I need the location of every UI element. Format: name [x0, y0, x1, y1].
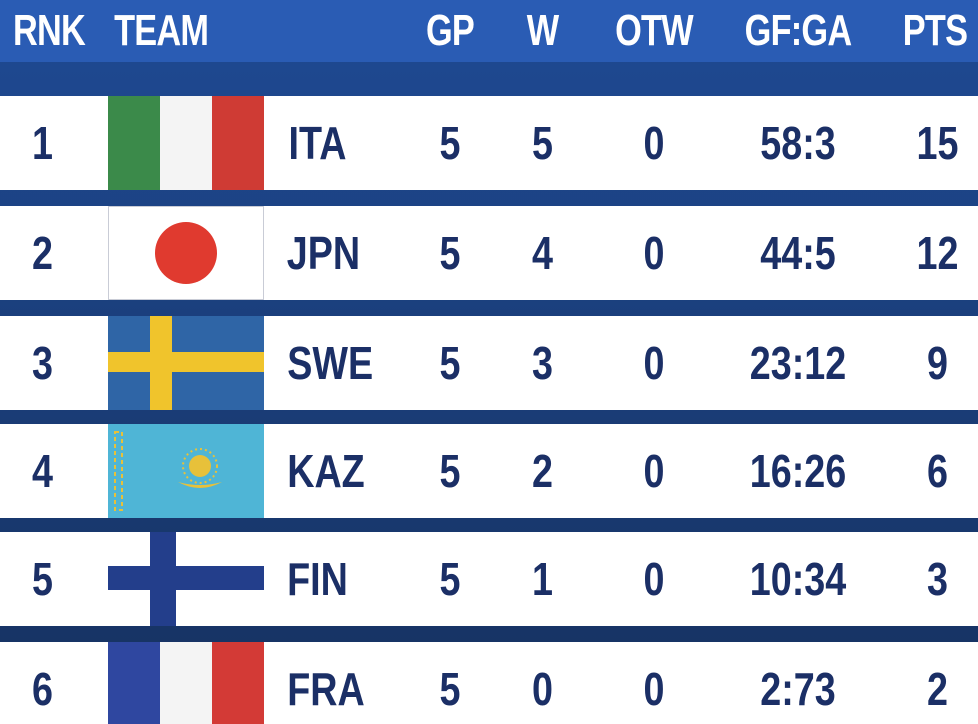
header-team: TEAM: [114, 6, 209, 55]
w-cell: 4: [532, 227, 553, 279]
pts-cell: 9: [927, 337, 948, 389]
otw-cell: 0: [643, 117, 665, 169]
gp-cell: 5: [439, 117, 461, 169]
rank-cell: 2: [32, 227, 53, 279]
otw-cell: 0: [643, 227, 665, 279]
kazakhstan-flag-icon: [108, 424, 264, 518]
gp-cell: 5: [439, 663, 461, 715]
france-flag-icon: [108, 642, 264, 724]
w-cell: 1: [532, 553, 553, 605]
finland-flag-icon: [108, 532, 264, 626]
otw-cell: 0: [643, 337, 665, 389]
table-row: 5 FIN 5 1 0 10:34 3: [0, 532, 978, 626]
gp-cell: 5: [439, 227, 461, 279]
gfga-cell: 2:73: [760, 663, 836, 715]
table-row: 6 FRA 5 0 0 2:73 2: [0, 642, 978, 724]
gfga-cell: 58:3: [760, 117, 836, 169]
pts-cell: 12: [916, 227, 959, 279]
italy-flag-icon: [108, 96, 264, 190]
gfga-cell: 44:5: [760, 227, 836, 279]
pts-cell: 15: [916, 117, 959, 169]
gp-cell: 5: [439, 445, 461, 497]
table-row: 4 KAZ 5 2 0 16:26 6: [0, 424, 978, 518]
table-header: RNK TEAM GP W OTW GF:GA PTS: [0, 0, 978, 62]
gp-cell: 5: [439, 553, 461, 605]
otw-cell: 0: [643, 663, 665, 715]
rank-cell: 6: [32, 663, 53, 715]
team-cell: FRA: [287, 663, 365, 715]
team-cell: KAZ: [287, 445, 365, 497]
table-row: 2 JPN 5 4 0 44:5 12: [0, 206, 978, 300]
japan-flag-icon: [108, 206, 264, 300]
table-row: 1 ITA 5 5 0 58:3 15: [0, 96, 978, 190]
rank-cell: 4: [32, 445, 53, 497]
header-rank: RNK: [12, 6, 86, 55]
team-cell: SWE: [287, 337, 374, 389]
table-row: 3 SWE 5 3 0 23:12 9: [0, 316, 978, 410]
team-cell: ITA: [288, 117, 347, 169]
header-gp: GP: [425, 6, 475, 55]
gp-cell: 5: [439, 337, 461, 389]
header-otw: OTW: [615, 6, 693, 55]
w-cell: 3: [532, 337, 553, 389]
rank-cell: 1: [32, 117, 53, 169]
header-gfga: GF:GA: [744, 6, 852, 55]
pts-cell: 6: [927, 445, 948, 497]
otw-cell: 0: [643, 445, 665, 497]
w-cell: 5: [532, 117, 553, 169]
header-w: W: [526, 6, 559, 55]
pts-cell: 3: [927, 553, 948, 605]
gfga-cell: 16:26: [749, 445, 847, 497]
team-cell: FIN: [287, 553, 348, 605]
rank-cell: 5: [32, 553, 53, 605]
otw-cell: 0: [643, 553, 665, 605]
gfga-cell: 23:12: [749, 337, 847, 389]
rank-cell: 3: [32, 337, 53, 389]
gfga-cell: 10:34: [749, 553, 847, 605]
w-cell: 2: [532, 445, 553, 497]
header-pts: PTS: [902, 6, 968, 55]
sweden-flag-icon: [108, 316, 264, 410]
team-cell: JPN: [286, 227, 361, 279]
pts-cell: 2: [927, 663, 948, 715]
w-cell: 0: [532, 663, 553, 715]
